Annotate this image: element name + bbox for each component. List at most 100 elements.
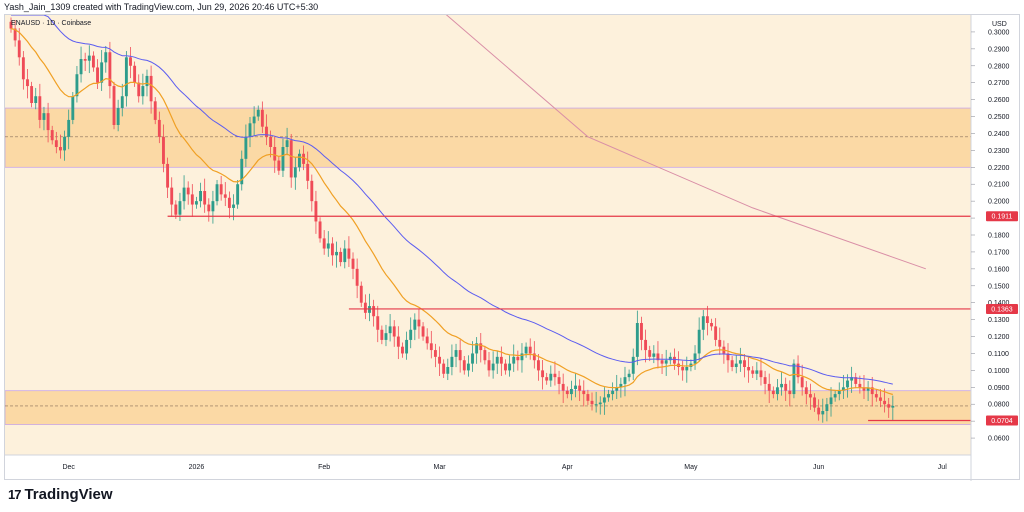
price-level-badge-label: 0.0704 — [991, 418, 1013, 425]
candle-up — [124, 57, 128, 97]
candle-up — [780, 383, 784, 388]
candle-down — [421, 326, 425, 337]
candle-up — [326, 243, 330, 249]
candle-down — [586, 394, 590, 401]
ema-mid-line — [11, 15, 893, 385]
candlestick-chart[interactable]: 0.3000 0.2900 0.2800 0.2700 0.2600 0.2500 0.24… — [5, 15, 1021, 481]
candle-down — [442, 363, 446, 374]
time-tick-label: Feb — [318, 464, 330, 471]
candle-up — [100, 62, 104, 83]
candle-down — [553, 373, 557, 378]
candle-down — [355, 268, 359, 286]
candle-up — [248, 123, 252, 137]
candle-down — [747, 367, 751, 371]
candle-down — [582, 390, 586, 395]
candle-up — [215, 184, 219, 202]
candle-down — [714, 326, 718, 340]
candle-down — [265, 126, 268, 137]
candle-up — [67, 119, 71, 137]
candle-up — [635, 323, 639, 357]
candle-down — [504, 363, 507, 371]
candle-down — [710, 323, 713, 327]
supply-demand-zone — [5, 107, 972, 168]
price-tick-label: 0.2600 — [988, 97, 1010, 104]
candle-up — [829, 397, 833, 405]
candle-down — [813, 397, 816, 408]
candle-up — [475, 343, 479, 354]
candle-up — [619, 383, 623, 388]
price-tick-label: 0.2800 — [988, 63, 1010, 70]
candle-down — [396, 336, 400, 347]
price-tick-label: 0.2500 — [988, 114, 1010, 121]
candle-down — [499, 356, 503, 364]
candle-down — [314, 201, 318, 222]
candle-down — [578, 385, 582, 391]
candle-up — [631, 356, 635, 374]
candle-up — [145, 75, 149, 87]
candle-up — [574, 385, 577, 389]
candle-down — [129, 57, 132, 66]
candle-down — [532, 353, 536, 361]
candle-down — [13, 28, 17, 41]
candle-down — [372, 306, 376, 317]
price-tick-label: 0.2400 — [988, 131, 1010, 138]
candle-up — [866, 387, 870, 391]
candle-up — [471, 353, 474, 364]
price-tick-label: 0.1800 — [988, 233, 1010, 240]
tradingview-logo[interactable]: 17 TradingView — [8, 486, 113, 503]
candle-down — [759, 370, 763, 378]
time-tick-label: Apr — [562, 464, 574, 471]
candle-up — [549, 373, 553, 381]
candle-up — [652, 353, 656, 357]
candle-down — [545, 377, 549, 381]
candle-up — [178, 201, 182, 215]
price-tick-label: 0.0600 — [988, 436, 1010, 443]
candle-down — [306, 163, 310, 181]
time-tick-label: Dec — [62, 464, 75, 471]
price-tick-label: 0.2300 — [988, 148, 1010, 155]
candle-down — [38, 96, 42, 120]
candle-down — [339, 251, 343, 263]
candle-down — [590, 400, 594, 405]
candle-up — [199, 191, 202, 202]
candle-down — [153, 101, 157, 120]
candle-down — [874, 394, 878, 398]
candle-up — [454, 350, 458, 357]
price-tick-label: 0.1100 — [988, 351, 1009, 358]
candle-down — [648, 350, 652, 357]
candle-up — [87, 55, 91, 61]
chart-frame[interactable]: 0.3000 0.2900 0.2800 0.2700 0.2600 0.2500 0.24… — [4, 14, 1021, 481]
chart-caption: Yash_Jain_1309 created with TradingView.… — [4, 2, 319, 12]
price-tick-label: 0.0800 — [988, 402, 1010, 409]
candle-down — [310, 180, 314, 202]
candle-down — [322, 238, 326, 249]
candle-up — [821, 411, 825, 415]
candle-down — [162, 136, 165, 164]
candle-up — [141, 86, 145, 97]
candle-up — [335, 251, 338, 256]
candle-up — [388, 326, 392, 334]
candle-down — [112, 86, 116, 125]
candle-down — [862, 387, 866, 391]
candle-down — [363, 302, 367, 313]
price-level-badge — [986, 211, 1018, 222]
candle-down — [174, 204, 178, 215]
candle-up — [611, 390, 615, 395]
candle-up — [594, 404, 598, 406]
price-tick-label: 0.2700 — [988, 80, 1010, 87]
candle-down — [561, 383, 565, 391]
candle-up — [384, 333, 388, 340]
candle-up — [846, 380, 849, 388]
candle-up — [405, 339, 409, 354]
candle-down — [50, 130, 54, 141]
candle-down — [743, 360, 746, 367]
candle-down — [788, 390, 792, 395]
candle-down — [376, 316, 380, 330]
candle-down — [166, 163, 170, 188]
candle-up — [569, 389, 573, 395]
candle-down — [21, 57, 25, 80]
time-tick-label: Mar — [434, 464, 447, 471]
candle-down — [672, 356, 676, 364]
candle-down — [705, 316, 709, 323]
candle-down — [277, 160, 281, 171]
